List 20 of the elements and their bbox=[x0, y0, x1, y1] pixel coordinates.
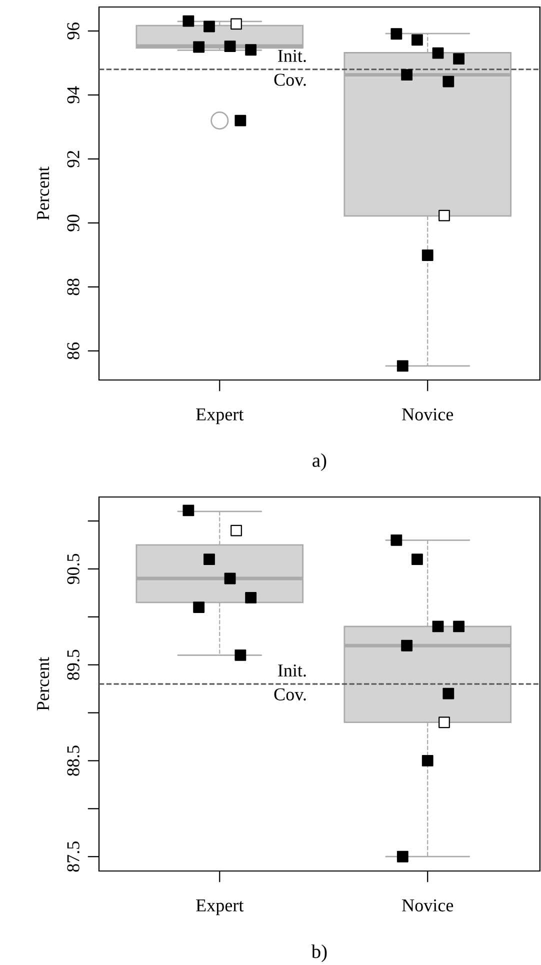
x-tick-label: Expert bbox=[196, 408, 244, 424]
y-tick-label: 96 bbox=[67, 22, 80, 40]
ref-line-label: Init. Cov. bbox=[274, 664, 306, 701]
x-tick-label: Novice bbox=[402, 899, 454, 912]
y-axis-title: Percent bbox=[37, 166, 50, 220]
y-tick-label: 94 bbox=[67, 86, 80, 104]
y-tick-label: 86 bbox=[67, 342, 80, 360]
x-tick-label: Expert bbox=[196, 899, 244, 916]
ref-line-label: Init. Cov. bbox=[274, 50, 306, 86]
y-tick-label: 89.5 bbox=[67, 650, 80, 680]
y-tick-label: 90 bbox=[67, 214, 80, 232]
x-tick-label: Novice bbox=[402, 408, 454, 420]
text: b) bbox=[311, 944, 327, 962]
y-tick-label: 88.5 bbox=[67, 746, 80, 776]
y-axis-title: Percent bbox=[37, 657, 50, 711]
text: a) bbox=[312, 453, 326, 471]
y-tick-label: 92 bbox=[67, 150, 80, 168]
y-tick-label: 88 bbox=[67, 278, 80, 296]
y-tick-label: 90.5 bbox=[67, 554, 80, 584]
y-tick-label: 87.5 bbox=[67, 842, 80, 872]
